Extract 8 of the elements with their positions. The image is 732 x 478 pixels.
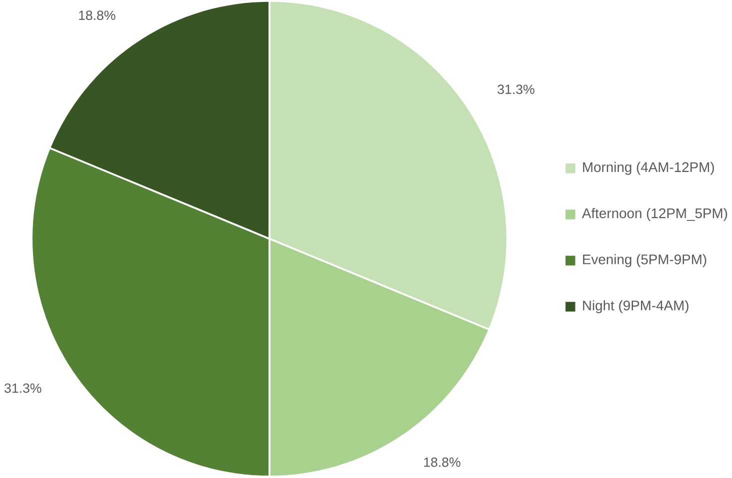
legend-label: Afternoon (12PM_5PM) — [582, 208, 728, 222]
legend-label: Evening (5PM-9PM) — [583, 254, 706, 268]
legend-label: Morning (4AM-12PM) — [583, 162, 714, 176]
data-label: 18.8% — [424, 458, 460, 468]
data-label: 31.3% — [4, 384, 42, 394]
data-label: 18.8% — [79, 10, 116, 20]
data-label: 31.3% — [498, 84, 534, 94]
legend-label: Night (9PM-4AM) — [583, 300, 688, 314]
